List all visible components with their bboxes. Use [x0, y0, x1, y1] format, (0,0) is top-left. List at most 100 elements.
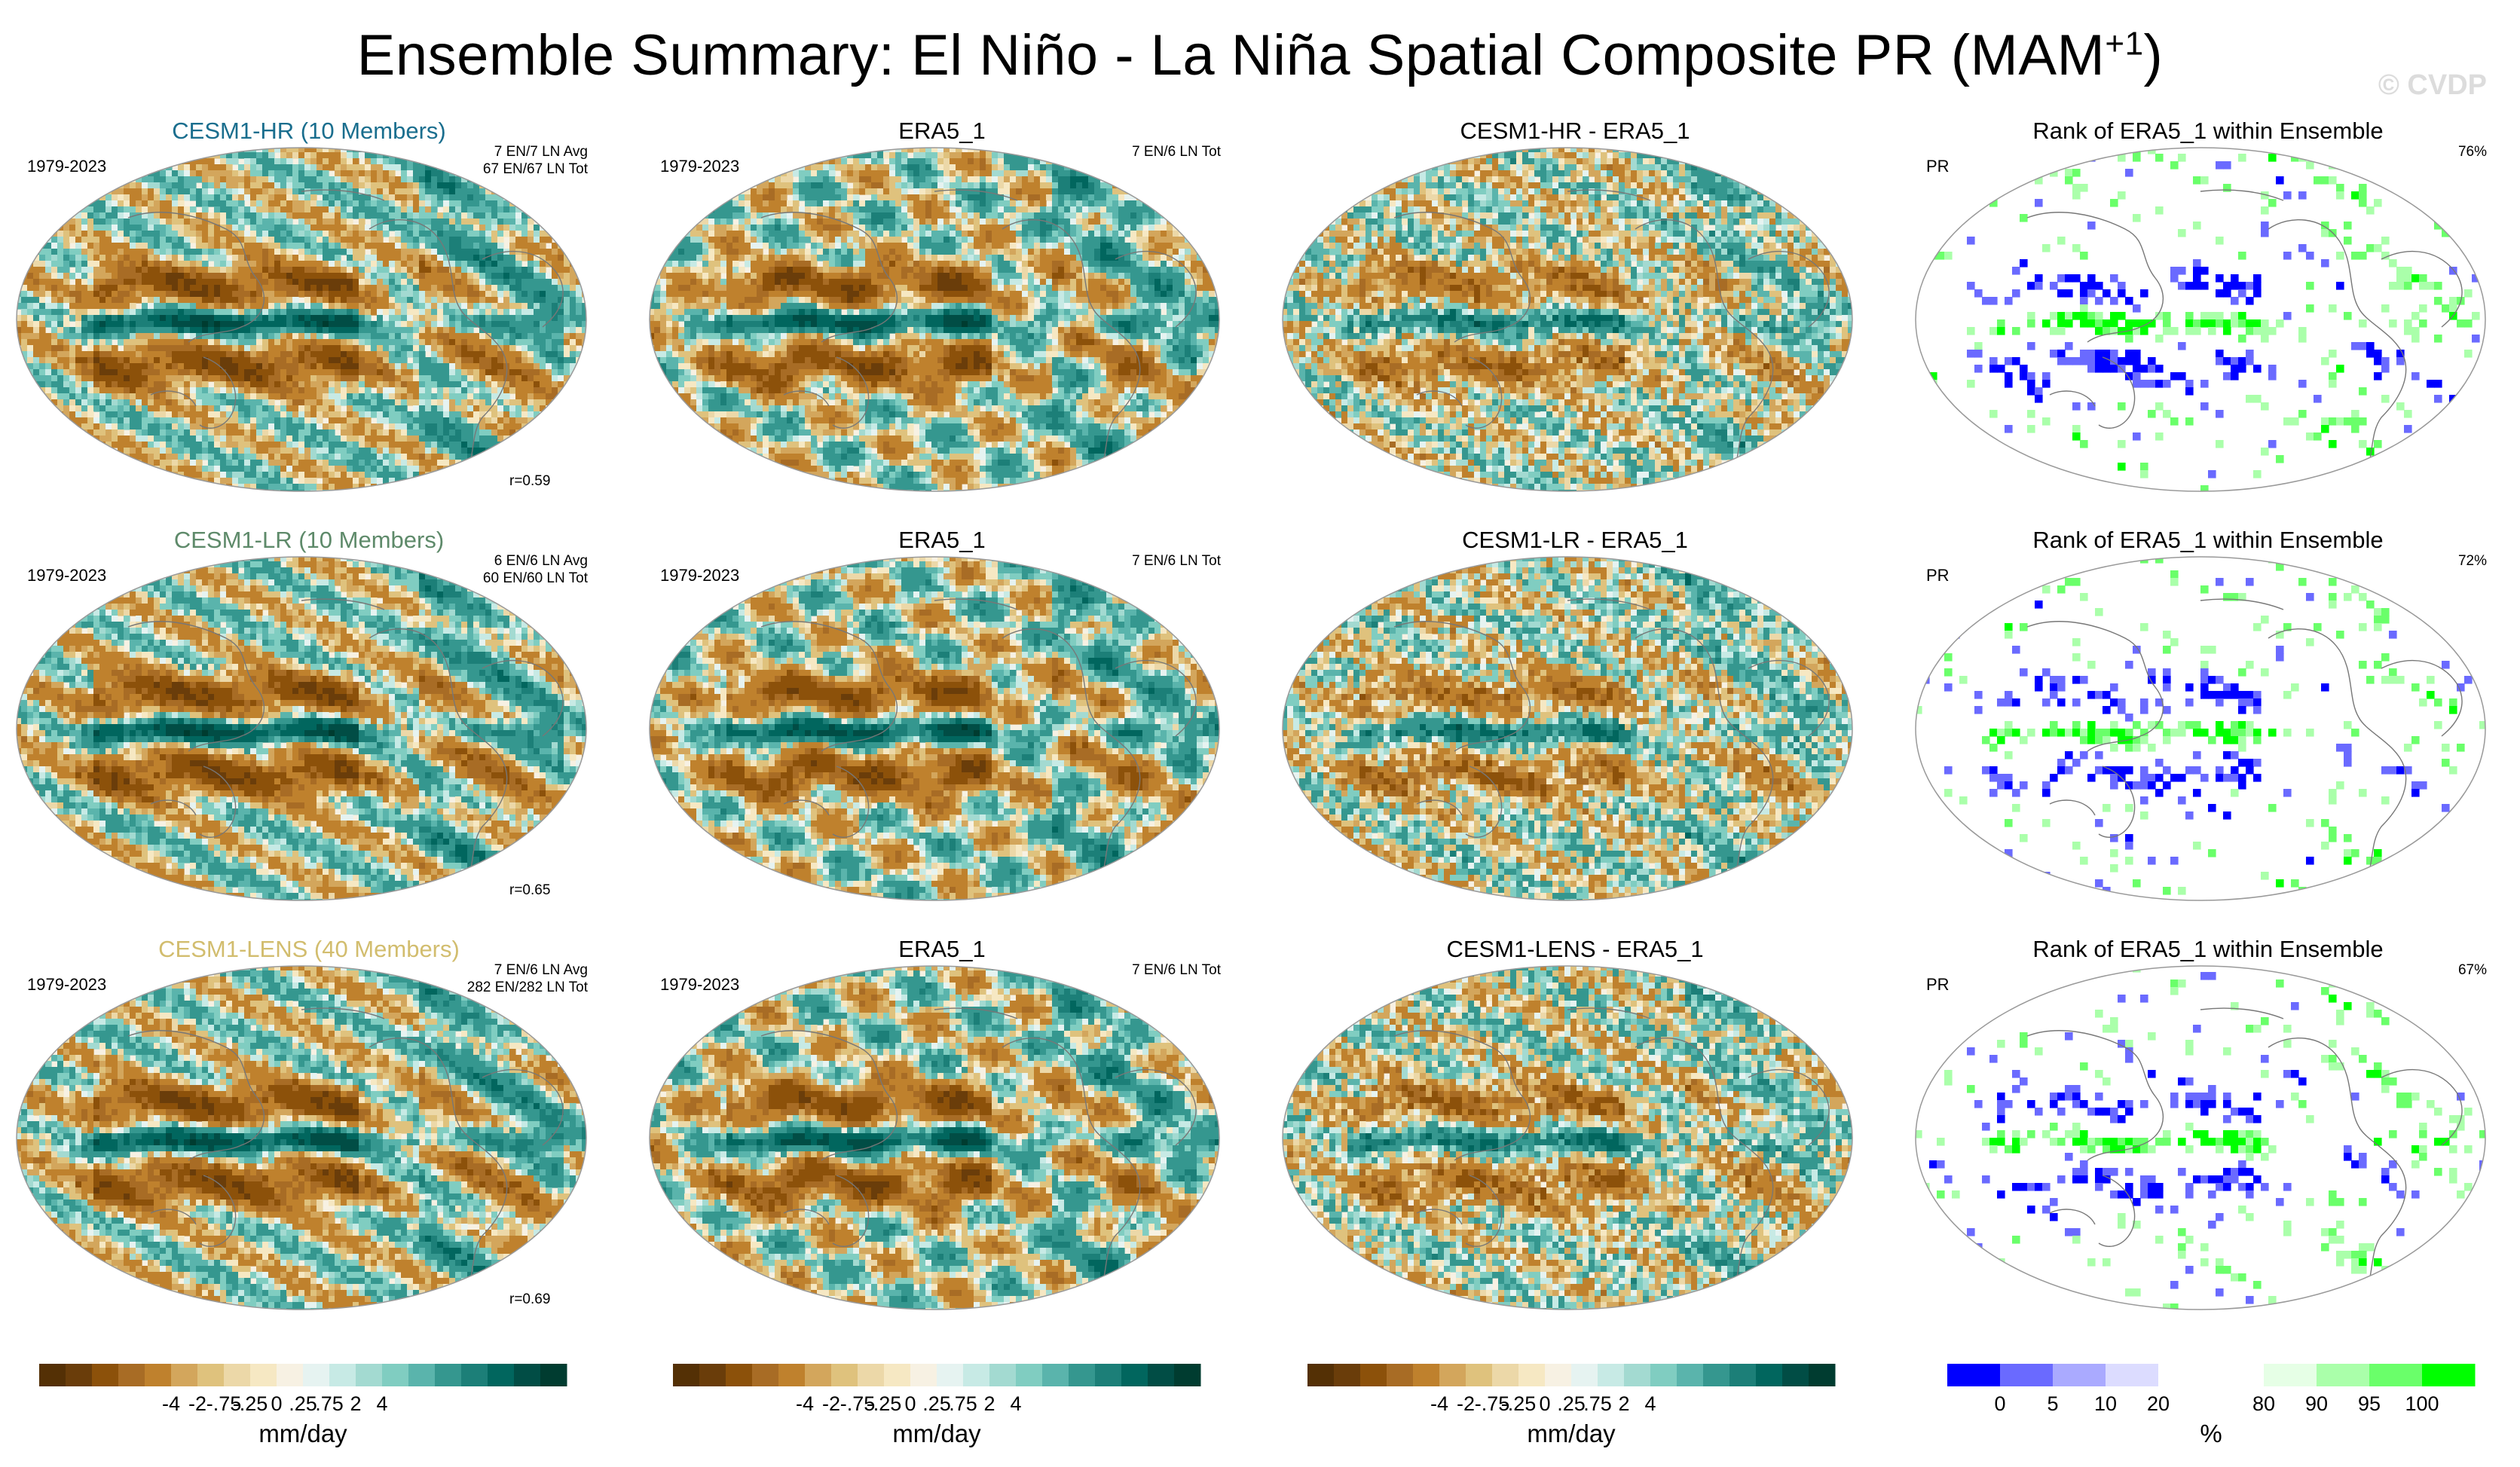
- colorbar-swatch: [1095, 1364, 1122, 1386]
- coastline: [369, 1038, 508, 1289]
- title-text: Ensemble Summary: El Niño - La Niña Spat…: [357, 23, 2106, 87]
- map-panel: Rank of ERA5_1 within Ensemble PR 67%: [1914, 931, 2502, 1310]
- coastline: [1416, 390, 1463, 407]
- coastline: [1567, 189, 1651, 201]
- robinson-map: [649, 556, 1220, 901]
- colorbar-swatch: [1042, 1364, 1069, 1386]
- robinson-map: [649, 147, 1220, 492]
- coastline: [2098, 356, 2136, 429]
- map-field: [1916, 966, 2485, 1310]
- coastline: [199, 1175, 237, 1247]
- map-panel: CESM1-LR - ERA5_1: [1281, 522, 1869, 901]
- colorbar-swatch: [1756, 1364, 1783, 1386]
- colorbar-tick-label: .75: [949, 1392, 977, 1416]
- colorbar-tick-label: -.75: [840, 1392, 876, 1416]
- map-field: [1283, 148, 1852, 491]
- map-field: [17, 148, 586, 491]
- colorbar-swatch: [461, 1364, 488, 1386]
- map-outline: [1282, 965, 1853, 1310]
- colorbar-tick-label: .25: [922, 1392, 951, 1416]
- coastline: [301, 1007, 385, 1019]
- coastline: [1416, 799, 1463, 816]
- colorbar-tick-label: -.25: [1501, 1392, 1537, 1416]
- map-field: [650, 148, 1219, 491]
- coastline: [482, 1068, 564, 1146]
- coastline: [2381, 1068, 2463, 1146]
- coastline: [1002, 1038, 1141, 1289]
- map-outline: [1915, 556, 2486, 901]
- coastline: [934, 189, 1018, 201]
- colorbar-swatch: [118, 1364, 145, 1386]
- colorbar-tick-label: 0: [271, 1392, 282, 1416]
- panel-title: ERA5_1: [648, 118, 1236, 145]
- colorbar-swatch: [699, 1364, 726, 1386]
- correlation-label: r=0.69: [509, 1291, 550, 1308]
- colorbar-tick-label: -.25: [233, 1392, 268, 1416]
- colorbar: 0 5 10 20 80 90 95 100%: [1947, 1364, 2482, 1462]
- coastline: [1002, 219, 1141, 471]
- map-panel: ERA5_1 1979-2023 7 EN/6 LN Tot: [648, 931, 1236, 1310]
- coastline: [1465, 356, 1503, 429]
- cvdp-watermark: © CVDP: [2378, 69, 2487, 102]
- coastline: [1393, 621, 1531, 752]
- period-label: PR: [1926, 157, 1950, 176]
- coastline: [783, 1209, 830, 1225]
- period-label: PR: [1926, 566, 1950, 585]
- coastline: [1748, 1068, 1830, 1146]
- colorbar-tick-label: 2: [350, 1392, 361, 1416]
- period-label: PR: [1926, 975, 1950, 995]
- coastline: [760, 212, 898, 343]
- period-label: 1979-2023: [660, 975, 739, 995]
- colorbar-units: %: [2200, 1420, 2222, 1448]
- map-field: [650, 557, 1219, 900]
- colorbar-swatch: [488, 1364, 515, 1386]
- colorbar-swatch: [408, 1364, 436, 1386]
- count-label: 76%: [2458, 143, 2487, 160]
- colorbar-swatch: [1492, 1364, 1519, 1386]
- correlation-label: r=0.59: [509, 473, 550, 490]
- coastline: [199, 766, 237, 838]
- colorbar-swatch: [1782, 1364, 1809, 1386]
- panel-title: CESM1-LENS (40 Members): [15, 936, 603, 963]
- correlation-label: r=0.65: [509, 882, 550, 899]
- colorbar-swatch: [277, 1364, 304, 1386]
- colorbar-tick-label: -2: [822, 1392, 840, 1416]
- panel-title: Rank of ERA5_1 within Ensemble: [1914, 118, 2502, 145]
- coastline: [1567, 1007, 1651, 1019]
- colorbar-swatch: [2264, 1364, 2317, 1386]
- colorbar-swatch: [303, 1364, 330, 1386]
- colorbar-tick-label: .25: [1557, 1392, 1586, 1416]
- coastline: [1115, 1068, 1197, 1146]
- coastline: [832, 1175, 870, 1247]
- robinson-map: [649, 965, 1220, 1310]
- colorbar-tick-label: 90: [2305, 1392, 2328, 1416]
- colorbar-swatch: [1571, 1364, 1598, 1386]
- title-end: ): [2144, 23, 2164, 87]
- panel-title: CESM1-LENS - ERA5_1: [1281, 936, 1869, 963]
- period-label: 1979-2023: [660, 157, 739, 176]
- map-panel: CESM1-LENS - ERA5_1: [1281, 931, 1869, 1310]
- colorbar-tick-label: 80: [2252, 1392, 2275, 1416]
- robinson-map: [16, 965, 587, 1310]
- robinson-map: [1282, 965, 1853, 1310]
- coastline: [150, 390, 197, 407]
- colorbar-swatch: [1334, 1364, 1361, 1386]
- colorbar-swatch: [1518, 1364, 1546, 1386]
- coastline: [934, 1007, 1018, 1019]
- colorbar-tick-label: 0: [904, 1392, 916, 1416]
- map-outline: [1915, 147, 2486, 492]
- coastline: [1393, 1030, 1531, 1161]
- map-panel: CESM1-LR (10 Members) 1979-2023 6 EN/6 LN …: [15, 522, 603, 901]
- coastline: [2049, 390, 2096, 407]
- colorbar-swatch: [356, 1364, 383, 1386]
- robinson-map: [1915, 556, 2486, 901]
- colorbar-swatch: [1677, 1364, 1704, 1386]
- map-panel: Rank of ERA5_1 within Ensemble PR 76%: [1914, 113, 2502, 492]
- coastline: [127, 621, 265, 752]
- panel-title: ERA5_1: [648, 527, 1236, 554]
- coastline: [760, 1030, 898, 1161]
- colorbar-tick-label: 0: [1994, 1392, 2005, 1416]
- colorbar-swatch: [514, 1364, 541, 1386]
- coastline: [1393, 212, 1531, 343]
- colorbar-swatch: [39, 1364, 66, 1386]
